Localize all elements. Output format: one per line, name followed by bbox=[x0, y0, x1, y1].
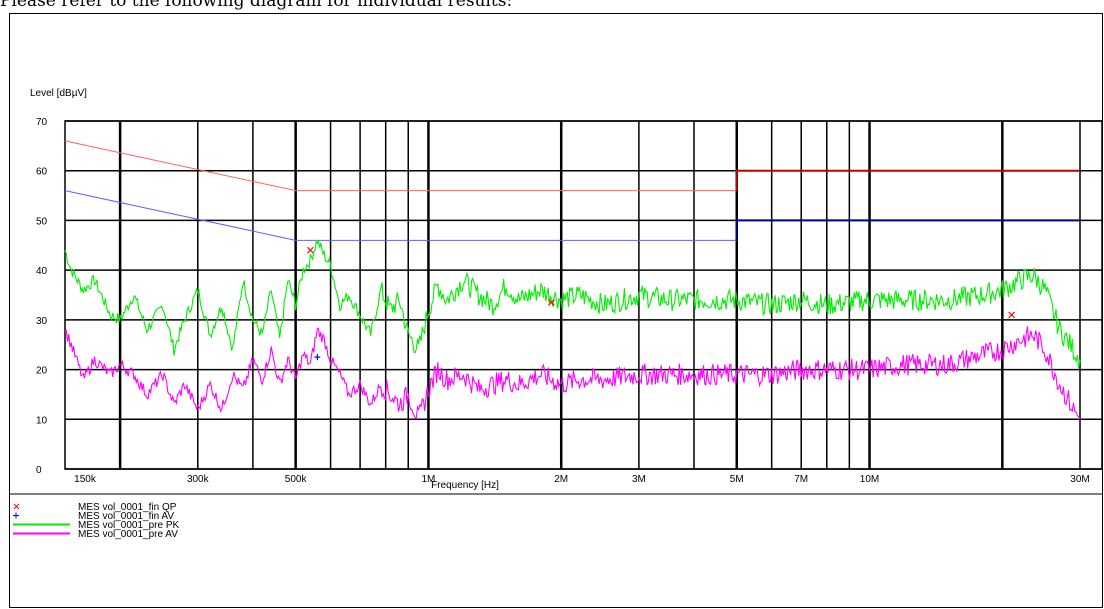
legend-item: MES vol_0001_pre PK bbox=[13, 520, 180, 531]
x-axis-label: Frequency [Hz] bbox=[431, 480, 499, 491]
legend-label: MES vol_0001_fin QP bbox=[78, 502, 177, 513]
y-tick-label: 30 bbox=[36, 316, 48, 327]
x-tick-label: 2M bbox=[554, 474, 568, 485]
y-tick-label: 50 bbox=[36, 216, 48, 227]
x-tick-label: 10M bbox=[860, 474, 879, 485]
limit-line-1-high bbox=[735, 169, 1080, 191]
legend-label: MES vol_0001_fin AV bbox=[78, 511, 174, 522]
legend-item: MES vol_0001_pre AV bbox=[13, 529, 178, 540]
x-tick-label: 500k bbox=[285, 474, 308, 485]
legend-item: MES vol_0001_fin AV bbox=[13, 511, 174, 522]
series-lines bbox=[64, 239, 1081, 420]
x-tick-label: 5M bbox=[730, 474, 744, 485]
av-marker bbox=[314, 354, 321, 361]
limit-line-2-low bbox=[64, 190, 737, 241]
x-tick-label: 300k bbox=[187, 474, 210, 485]
y-tick-label: 60 bbox=[36, 167, 48, 178]
y-tick-label: 20 bbox=[36, 366, 48, 377]
x-tick-labels: 150k 300k 500k 1M 2M 3M 5M 7M 10M 30M bbox=[74, 474, 1090, 485]
qp-marker bbox=[547, 299, 555, 306]
emission-chart: 0 10 20 30 40 50 60 70 150k 300k 500k 1M 2M 3M 5M 7M 10… bbox=[10, 14, 1102, 607]
chart-frame: 0 10 20 30 40 50 60 70 150k 300k 500k 1M 2M 3M 5M 7M 10… bbox=[9, 13, 1103, 608]
legend-label: MES vol_0001_pre AV bbox=[78, 529, 178, 540]
y-tick-labels: 0 10 20 30 40 50 60 70 bbox=[36, 117, 48, 476]
qp-marker bbox=[1008, 311, 1016, 319]
legend-item: MES vol_0001_fin QP bbox=[13, 502, 177, 513]
x-tick-label: 150k bbox=[74, 474, 97, 485]
series-line-av bbox=[64, 326, 1081, 420]
grid bbox=[64, 120, 1102, 470]
qp-marker bbox=[306, 246, 314, 254]
series-line-pk bbox=[64, 239, 1081, 369]
page-caption: Please refer to the following diagram fo… bbox=[0, 0, 513, 11]
qp-marker-stroke bbox=[547, 299, 555, 306]
y-axis-label: Level [dBµV] bbox=[30, 88, 87, 99]
limit-line-2-high bbox=[735, 219, 1080, 241]
qp-marker-stroke bbox=[1008, 311, 1016, 319]
y-tick-label: 0 bbox=[36, 465, 42, 476]
qp-marker-stroke bbox=[306, 246, 314, 254]
y-tick-label: 70 bbox=[36, 117, 48, 128]
x-tick-label: 1M bbox=[421, 474, 435, 485]
limit-line-1-low bbox=[64, 140, 737, 192]
y-tick-label: 40 bbox=[36, 266, 48, 277]
x-tick-label: 3M bbox=[632, 474, 646, 485]
legend-label: MES vol_0001_pre PK bbox=[78, 520, 180, 531]
limit-lines bbox=[64, 140, 1080, 241]
legend-x-icon bbox=[13, 503, 20, 510]
chart-background bbox=[10, 14, 1102, 607]
y-tick-label: 10 bbox=[36, 415, 48, 426]
x-tick-label: 7M bbox=[794, 474, 808, 485]
x-tick-label: 30M bbox=[1070, 474, 1089, 485]
markers bbox=[306, 246, 1016, 361]
